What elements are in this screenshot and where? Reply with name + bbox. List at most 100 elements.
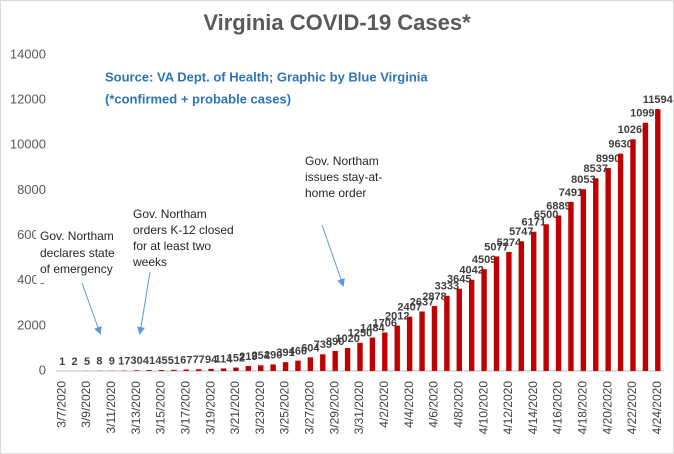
note-background xyxy=(36,225,116,283)
x-tick-label: 3/31/2020 xyxy=(352,381,366,435)
bar xyxy=(630,139,636,371)
data-label: 5274 xyxy=(497,237,522,249)
data-label: 6889 xyxy=(546,200,570,212)
data-label: 30 xyxy=(131,355,143,367)
bar xyxy=(295,360,301,371)
annotation: weeks xyxy=(132,255,167,269)
x-tick-label: 4/2/2020 xyxy=(377,381,391,428)
annotation: for at least two xyxy=(133,239,211,253)
bar xyxy=(369,337,376,371)
x-tick-label: 4/24/2020 xyxy=(650,381,664,435)
annotation-arrow xyxy=(321,224,345,287)
bar xyxy=(195,369,202,371)
x-tick-label: 3/27/2020 xyxy=(303,381,317,435)
bar xyxy=(158,369,165,371)
x-tick-label: 4/10/2020 xyxy=(476,381,490,435)
x-tick-label: 3/23/2020 xyxy=(253,381,267,435)
bar xyxy=(468,279,475,371)
data-label: 254 xyxy=(252,350,271,362)
annotation-arrow xyxy=(137,271,151,335)
annotations: Source: VA Dept. of Health; Graphic by B… xyxy=(36,69,428,335)
data-label: 8537 xyxy=(584,163,608,175)
data-label: 41 xyxy=(143,355,155,367)
data-label: 1706 xyxy=(373,317,397,329)
x-tick-label: 3/29/2020 xyxy=(327,381,341,435)
source-note: (*confirmed + probable cases) xyxy=(105,91,291,106)
bar xyxy=(493,256,500,371)
data-label: 77 xyxy=(193,354,205,366)
data-label: 1484 xyxy=(360,322,385,334)
x-tick-label: 3/15/2020 xyxy=(154,381,168,435)
bar xyxy=(568,201,574,371)
annotation: Gov. Northam xyxy=(40,229,114,243)
data-label: 5747 xyxy=(509,226,533,238)
bar xyxy=(481,269,487,371)
data-label: 1 xyxy=(59,356,65,368)
data-label: 219 xyxy=(239,351,257,363)
bar xyxy=(506,251,512,371)
x-tick-label: 4/20/2020 xyxy=(600,381,614,435)
bar xyxy=(357,342,363,371)
data-label: 94 xyxy=(205,354,218,366)
data-label: 51 xyxy=(168,355,180,367)
bar xyxy=(617,153,624,371)
bar xyxy=(332,350,338,371)
data-label: 890 xyxy=(326,336,344,348)
bar xyxy=(344,347,351,371)
bar xyxy=(183,369,189,371)
x-tick-label: 3/11/2020 xyxy=(104,381,118,434)
bar xyxy=(208,368,214,371)
bar xyxy=(382,332,388,371)
data-label: 2012 xyxy=(385,310,409,322)
data-label: 4042 xyxy=(459,265,483,277)
bar xyxy=(282,362,289,371)
bar xyxy=(518,241,525,371)
bar xyxy=(320,354,326,371)
annotation: orders K-12 closed xyxy=(133,223,234,237)
bar xyxy=(555,215,562,371)
data-label: 739 xyxy=(314,339,332,351)
data-label: 3333 xyxy=(435,281,459,293)
data-label: 45 xyxy=(155,355,167,367)
data-label: 2407 xyxy=(397,302,421,314)
x-tick-label: 3/25/2020 xyxy=(278,381,292,435)
x-tick-label: 4/14/2020 xyxy=(526,381,540,435)
bar xyxy=(456,288,462,371)
data-label: 2637 xyxy=(410,296,434,308)
annotation: declares state xyxy=(40,246,115,260)
bar xyxy=(605,168,611,371)
x-tick-label: 3/9/2020 xyxy=(79,381,93,428)
annotation-arrow xyxy=(81,282,102,335)
data-label: 5077 xyxy=(484,241,508,253)
bar xyxy=(406,316,413,371)
bar xyxy=(580,189,587,371)
x-tick-label: 3/17/2020 xyxy=(178,381,192,435)
data-label: 10266 xyxy=(618,124,649,136)
data-label: 10998 xyxy=(630,108,661,120)
data-label: 7491 xyxy=(559,187,583,199)
data-label: 290 xyxy=(264,349,282,361)
bar xyxy=(270,364,276,371)
data-label: 114 xyxy=(215,353,234,365)
data-label: 1250 xyxy=(348,328,372,340)
x-tick-label: 3/19/2020 xyxy=(203,381,217,435)
x-tick-label: 4/6/2020 xyxy=(427,381,441,428)
bar xyxy=(431,306,438,371)
y-tick-label: 8000 xyxy=(17,182,46,197)
bar xyxy=(394,325,400,371)
bar xyxy=(245,366,252,371)
bar xyxy=(133,370,140,371)
data-label: 8053 xyxy=(571,174,595,186)
data-label: 6500 xyxy=(534,209,558,221)
data-label: 9 xyxy=(109,356,115,368)
data-label: 8990 xyxy=(596,153,620,165)
annotation: Gov. Northam xyxy=(305,154,379,168)
bar xyxy=(233,367,239,371)
bar xyxy=(220,368,227,371)
data-label: 67 xyxy=(180,354,192,366)
bar xyxy=(531,231,537,371)
chart-title: Virginia COVID-19 Cases* xyxy=(203,10,471,35)
x-tick-label: 3/7/2020 xyxy=(54,381,68,428)
data-label: 9630 xyxy=(608,139,632,151)
bar xyxy=(307,357,314,371)
